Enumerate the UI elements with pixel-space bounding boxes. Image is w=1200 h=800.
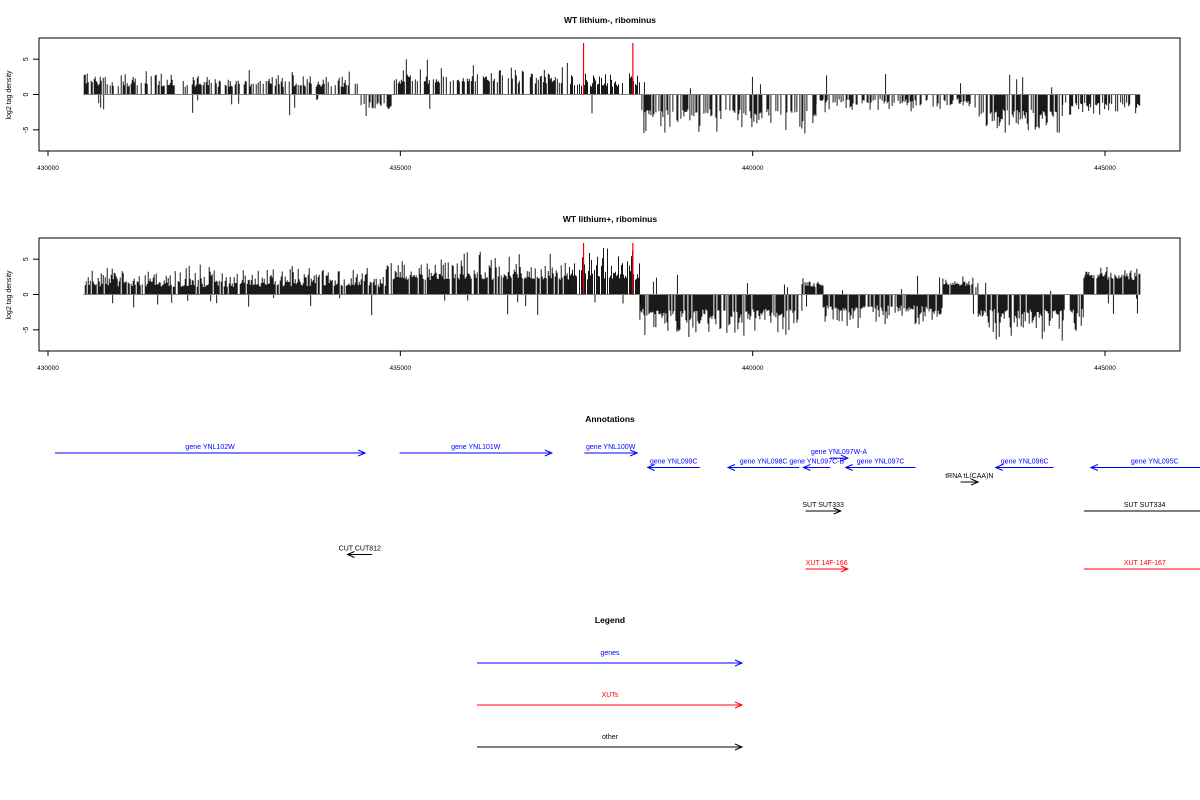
arrow-head-icon bbox=[734, 701, 744, 709]
y-axis-label: log2 tag density bbox=[6, 270, 13, 320]
feature-tracks: gene YNL102W gene YNL101W gene YNL100W gene… bbox=[55, 444, 1200, 573]
feature-label: SUT SUT334 bbox=[1124, 502, 1166, 509]
density-bar-path bbox=[83, 59, 1141, 134]
arrow-head-icon bbox=[734, 743, 744, 751]
arrow-head-icon bbox=[734, 659, 744, 667]
feature-gene-ynl095c: gene YNL095C bbox=[1089, 459, 1200, 471]
legend-title: Legend bbox=[595, 615, 625, 625]
feature-gene-ynl096c: gene YNL096C bbox=[994, 459, 1054, 471]
legend-label: XUTs bbox=[602, 692, 619, 699]
feature-label: gene YNL097C-B bbox=[789, 459, 844, 466]
arrow-head-icon bbox=[726, 464, 736, 471]
arrow-head-icon bbox=[629, 449, 639, 457]
y-tick-label: 0 bbox=[23, 292, 30, 296]
track-panel-lithium-minus: WT lithium-, ribominus log2 tag density … bbox=[6, 15, 1181, 172]
arrow-head-icon bbox=[970, 478, 980, 486]
x-tick-label: 445000 bbox=[1094, 165, 1116, 172]
arrow-head-icon bbox=[357, 449, 367, 457]
feature-label: tRNA tL(CAA)N bbox=[945, 473, 993, 480]
feature-label: gene YNL099C bbox=[650, 459, 698, 466]
region-markers bbox=[582, 43, 634, 95]
legend-item-genes: genes bbox=[477, 650, 744, 667]
arrow-head-icon bbox=[646, 464, 655, 471]
density-bars bbox=[83, 59, 1141, 134]
arrow-head-icon bbox=[802, 464, 811, 471]
feature-gene-ynl097w-a: gene YNL097W-A bbox=[811, 449, 867, 462]
density-bar-path bbox=[84, 248, 1141, 341]
legend-label: other bbox=[602, 734, 619, 741]
panel-title: WT lithium+, ribominus bbox=[563, 214, 657, 224]
legend: Legend genes XUTs other bbox=[477, 615, 744, 751]
legend-item-other: other bbox=[477, 734, 744, 751]
x-tick-label: 435000 bbox=[389, 165, 411, 172]
density-bars bbox=[84, 248, 1141, 341]
feature-gene-ynl102w: gene YNL102W bbox=[55, 444, 367, 457]
feature-gene-ynl101w: gene YNL101W bbox=[399, 444, 554, 457]
feature-label: gene YNL100W bbox=[586, 444, 636, 451]
feature-label: gene YNL097W-A bbox=[811, 449, 867, 456]
arrow-head-icon bbox=[1089, 464, 1099, 471]
x-tick-label: 435000 bbox=[389, 365, 411, 372]
feature-label: SUT SUT333 bbox=[802, 502, 844, 509]
arrow-head-icon bbox=[833, 507, 843, 515]
y-tick-label: -5 bbox=[23, 327, 30, 333]
panel-title: WT lithium-, ribominus bbox=[564, 15, 656, 25]
feature-trna-tl-caa-n: tRNA tL(CAA)N bbox=[945, 473, 993, 486]
feature-gene-ynl097c-b: gene YNL097C-B bbox=[789, 459, 844, 471]
y-axis-ticks: -5 0 5 bbox=[23, 257, 39, 333]
arrow-head-icon bbox=[346, 551, 355, 558]
feature-label: gene YNL102W bbox=[185, 444, 235, 451]
arrow-head-icon bbox=[544, 449, 554, 457]
x-axis-ticks: 430000 435000 440000 445000 bbox=[37, 351, 1116, 372]
feature-gene-ynl098c: gene YNL098C bbox=[726, 459, 800, 471]
x-tick-label: 430000 bbox=[37, 365, 59, 372]
feature-label: gene YNL097C bbox=[857, 459, 905, 466]
feature-sut-sut334: SUT SUT334 bbox=[1083, 502, 1200, 512]
y-axis-ticks: -5 0 5 bbox=[23, 57, 39, 133]
legend-label: genes bbox=[600, 650, 620, 657]
arrow-head-icon bbox=[840, 454, 850, 462]
x-tick-label: 445000 bbox=[1094, 365, 1116, 372]
legend-items: genes XUTs other bbox=[477, 650, 744, 751]
feature-cut-cut812: CUT CUT812 bbox=[339, 546, 381, 558]
feature-label: gene YNL101W bbox=[451, 444, 501, 451]
x-tick-label: 430000 bbox=[37, 165, 59, 172]
feature-label: gene YNL096C bbox=[1001, 459, 1049, 466]
feature-label: gene YNL098C bbox=[740, 459, 788, 466]
y-tick-label: 5 bbox=[23, 257, 30, 261]
feature-gene-ynl099c: gene YNL099C bbox=[646, 459, 700, 471]
feature-label: XUT 14F-166 bbox=[806, 560, 848, 567]
feature-label: gene YNL095C bbox=[1131, 459, 1179, 466]
y-tick-label: -5 bbox=[23, 127, 30, 133]
track-panel-lithium-plus: WT lithium+, ribominus log2 tag density … bbox=[6, 214, 1181, 372]
feature-gene-ynl100w: gene YNL100W bbox=[584, 444, 639, 457]
y-tick-label: 5 bbox=[23, 57, 30, 61]
feature-label: XUT 14F-167 bbox=[1124, 560, 1166, 567]
arrow-head-icon bbox=[840, 565, 850, 573]
arrow-head-icon bbox=[844, 464, 853, 471]
x-tick-label: 440000 bbox=[742, 165, 764, 172]
x-tick-label: 440000 bbox=[742, 365, 764, 372]
annotations-panel: Annotations gene YNL102W gene YNL101W gene… bbox=[55, 414, 1200, 573]
y-axis-label: log2 tag density bbox=[6, 70, 13, 120]
feature-label: CUT CUT812 bbox=[339, 546, 381, 553]
feature-xut-14f-166: XUT 14F-166 bbox=[805, 560, 850, 573]
legend-item-xuts: XUTs bbox=[477, 692, 744, 709]
feature-gene-ynl097c: gene YNL097C bbox=[844, 459, 916, 471]
arrow-head-icon bbox=[994, 464, 1003, 471]
x-axis-ticks: 430000 435000 440000 445000 bbox=[37, 151, 1116, 172]
feature-sut-sut333: SUT SUT333 bbox=[802, 502, 844, 515]
feature-xut-14f-167: XUT 14F-167 bbox=[1083, 560, 1200, 570]
y-tick-label: 0 bbox=[23, 92, 30, 96]
region-markers bbox=[582, 243, 634, 295]
annotations-title: Annotations bbox=[585, 414, 635, 424]
